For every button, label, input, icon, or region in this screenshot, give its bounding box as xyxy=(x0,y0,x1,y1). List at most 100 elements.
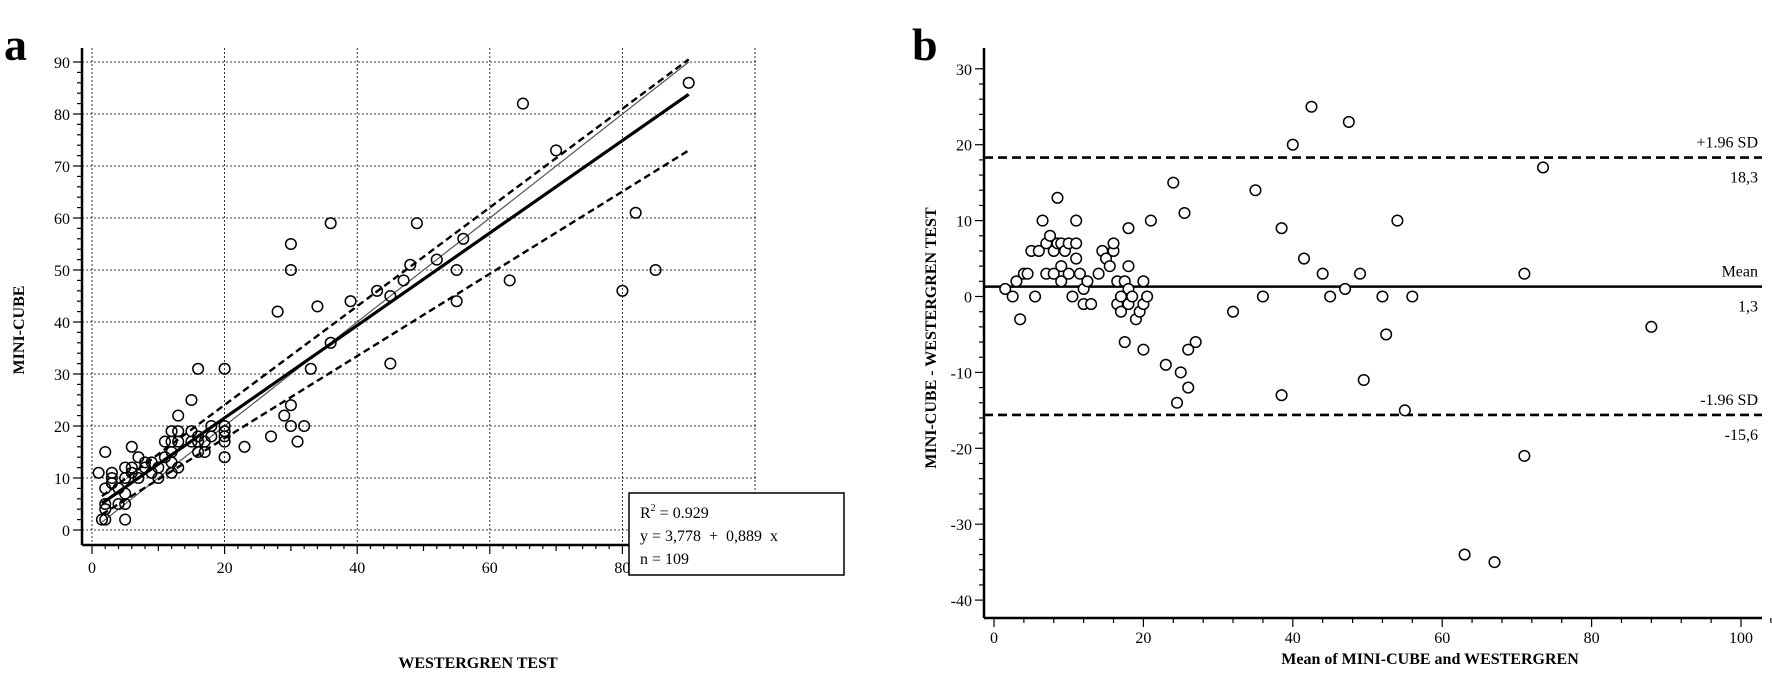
data-point xyxy=(298,419,311,433)
data-point xyxy=(1357,373,1370,387)
data-point xyxy=(1182,381,1195,394)
panel-b-x-ticks: 0 20 40 60 80 100 xyxy=(990,618,1772,647)
y-tick-label: 50 xyxy=(54,263,70,280)
data-point xyxy=(1122,222,1135,235)
panel-b-letter: b xyxy=(912,19,938,70)
data-point xyxy=(92,466,105,479)
data-point xyxy=(284,237,297,251)
data-point xyxy=(1536,161,1550,174)
data-point xyxy=(271,305,284,318)
data-point xyxy=(1189,335,1202,349)
y-tick-label: 70 xyxy=(54,159,70,176)
data-point xyxy=(105,471,118,485)
y-tick-label: 20 xyxy=(54,419,70,436)
data-point xyxy=(1167,176,1180,189)
data-point xyxy=(450,263,463,277)
data-point xyxy=(218,362,231,375)
panel-a-y-ticks: 0 10 20 30 40 50 60 70 80 90 xyxy=(54,55,82,540)
y-tick-label: 0 xyxy=(62,523,70,540)
data-point xyxy=(152,461,165,474)
data-point xyxy=(1114,305,1128,318)
confidence-lower-line xyxy=(101,149,690,516)
data-point xyxy=(284,419,297,433)
panel-a-grid xyxy=(82,48,757,545)
data-point xyxy=(1092,267,1105,280)
data-point xyxy=(238,440,251,453)
data-point xyxy=(1458,548,1471,561)
panel-b-x-label: Mean of MINI-CUBE and WESTERGREN xyxy=(1281,651,1579,668)
data-point xyxy=(1118,335,1131,349)
data-point xyxy=(192,445,205,459)
data-point xyxy=(125,440,138,453)
data-point xyxy=(1010,275,1023,288)
data-point xyxy=(125,461,138,474)
x-tick-label: 0 xyxy=(88,560,96,577)
data-point xyxy=(172,425,185,438)
reference-line-label: Mean xyxy=(1722,264,1758,281)
data-point xyxy=(264,430,278,443)
data-point xyxy=(457,232,470,245)
data-point xyxy=(218,451,231,464)
y-tick-label: -20 xyxy=(951,441,972,458)
data-point xyxy=(1518,449,1531,462)
x-tick-label: 20 xyxy=(217,560,233,577)
data-point xyxy=(291,435,304,448)
reference-line-value: 1,3 xyxy=(1738,299,1758,316)
data-point xyxy=(682,76,695,89)
panel-a-legend-box: R2 = 0.929 y = 3,778 + 0,889 x n = 109 xyxy=(628,492,845,576)
panel-b: b 0 20 40 60 80 100 -40 -30 -20 -10 0 10 20 30 +1.96… xyxy=(912,19,1772,668)
legend-box-frame xyxy=(628,492,845,576)
panel-b-y-ticks: -40 -30 -20 -10 0 10 20 30 xyxy=(951,62,984,610)
data-point xyxy=(119,513,132,526)
x-tick-label: 60 xyxy=(1434,630,1450,647)
data-point xyxy=(649,263,662,277)
panel-a-points xyxy=(92,76,695,526)
data-point xyxy=(999,282,1012,295)
data-point xyxy=(1073,267,1086,280)
reference-line-label: -1.96 SD xyxy=(1700,392,1758,409)
x-tick-label: 100 xyxy=(1729,630,1753,647)
data-point xyxy=(1085,298,1098,311)
data-point xyxy=(1518,267,1531,280)
data-point xyxy=(1170,396,1184,409)
data-point xyxy=(1174,366,1187,379)
data-point xyxy=(1406,290,1419,303)
data-point xyxy=(629,206,642,219)
y-tick-label: -30 xyxy=(951,517,972,534)
data-point xyxy=(550,144,563,157)
identity-line xyxy=(101,61,690,523)
y-tick-label: 0 xyxy=(964,290,972,307)
data-point xyxy=(1286,138,1299,151)
panel-b-points xyxy=(999,100,1658,569)
y-tick-label: 10 xyxy=(54,471,70,488)
x-tick-label: 20 xyxy=(1135,630,1151,647)
data-point xyxy=(1305,100,1318,113)
data-point xyxy=(1275,222,1288,235)
confidence-upper-line xyxy=(101,58,690,498)
data-point xyxy=(1126,290,1139,303)
data-point xyxy=(371,284,384,297)
data-point xyxy=(1275,389,1288,402)
y-tick-label: 90 xyxy=(54,55,70,72)
data-point xyxy=(1376,290,1389,303)
panel-b-reference-lines: +1.96 SD 18,3 Mean 1,3 -1.96 SD -15,6 xyxy=(984,135,1762,444)
data-point xyxy=(616,284,629,297)
legend-r2-value: = 0.929 xyxy=(656,505,709,522)
data-point xyxy=(384,357,397,370)
panel-b-y-label: MINI-CUBE - WESTERGREN TEST xyxy=(923,207,940,469)
data-point xyxy=(1062,267,1075,280)
data-point xyxy=(1380,328,1393,341)
data-point xyxy=(1047,267,1060,280)
data-point xyxy=(119,487,132,500)
y-tick-label: -40 xyxy=(951,593,972,610)
legend-r2-r: R xyxy=(640,505,651,522)
data-point xyxy=(410,217,423,230)
legend-equation: y = 3,778 + 0,889 x xyxy=(640,528,778,545)
panel-b-axes xyxy=(982,48,1762,620)
data-point xyxy=(397,274,410,287)
data-point xyxy=(1070,214,1083,227)
x-tick-label: 60 xyxy=(482,560,498,577)
legend-n: n = 109 xyxy=(640,551,689,568)
data-point xyxy=(1342,115,1355,128)
reference-line-value: 18,3 xyxy=(1730,170,1758,187)
